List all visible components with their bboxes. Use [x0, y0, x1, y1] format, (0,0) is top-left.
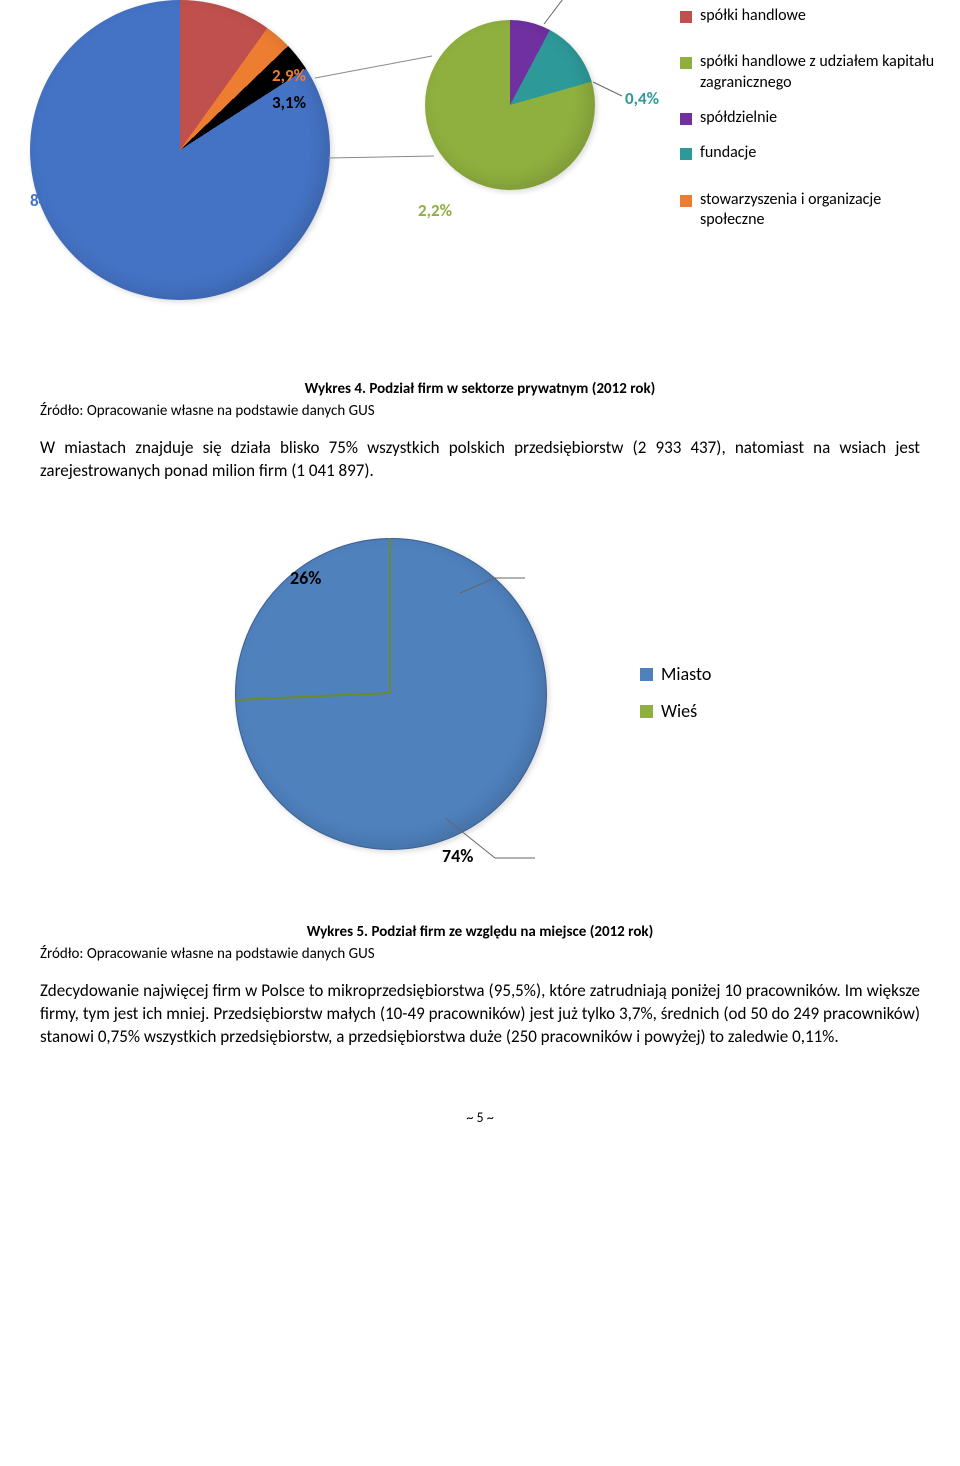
chart4-legend: osoby fizyczne prowadzące działalność go…	[680, 0, 935, 245]
chart5-label-74: 74%	[442, 845, 473, 867]
legend-item: spółki handlowe z udziałem kapitału zagr…	[700, 52, 935, 94]
chart4-container: 84,1% 9,9% 2,9% 3,1% 0,5% 0,4% 2,2% osob…	[40, 0, 920, 360]
paragraph-2: Zdecydowanie najwięcej firm w Polsce to …	[40, 980, 920, 1049]
chart5-label-26: 26%	[290, 567, 321, 589]
legend-item: fundacje	[700, 143, 756, 164]
chart4-connectors	[40, 0, 640, 320]
chart4-label-29: 2,9%	[272, 65, 306, 86]
chart4-label-84: 84,1%	[30, 190, 73, 211]
paragraph-1: W miastach znajduje się działa blisko 75…	[40, 437, 920, 483]
chart4-source: Źródło: Opracowanie własne na podstawie …	[40, 402, 920, 420]
chart5-container: 26% 74% Miasto Wieś	[40, 523, 920, 903]
legend-item: Miasto	[661, 663, 711, 686]
chart4-label-31: 3,1%	[272, 92, 306, 113]
chart4-label-99: 9,9%	[200, 34, 234, 55]
chart5-caption: Wykres 5. Podział firm ze względu na mie…	[40, 923, 920, 941]
chart4-label-22: 2,2%	[418, 200, 452, 221]
chart4-caption: Wykres 4. Podział firm w sektorze prywat…	[40, 380, 920, 398]
chart5-legend: Miasto Wieś	[640, 663, 711, 738]
chart5-edges	[235, 538, 545, 848]
chart5-source: Źródło: Opracowanie własne na podstawie …	[40, 945, 920, 963]
legend-item: stowarzyszenia i organizacje społeczne	[700, 190, 935, 232]
legend-item: Wieś	[661, 700, 697, 723]
page-footer: ~ 5 ~	[40, 1109, 920, 1126]
legend-item: spółki handlowe	[700, 6, 806, 27]
legend-item: spółdzielnie	[700, 108, 777, 129]
chart4-label-04: 0,4%	[625, 88, 659, 109]
